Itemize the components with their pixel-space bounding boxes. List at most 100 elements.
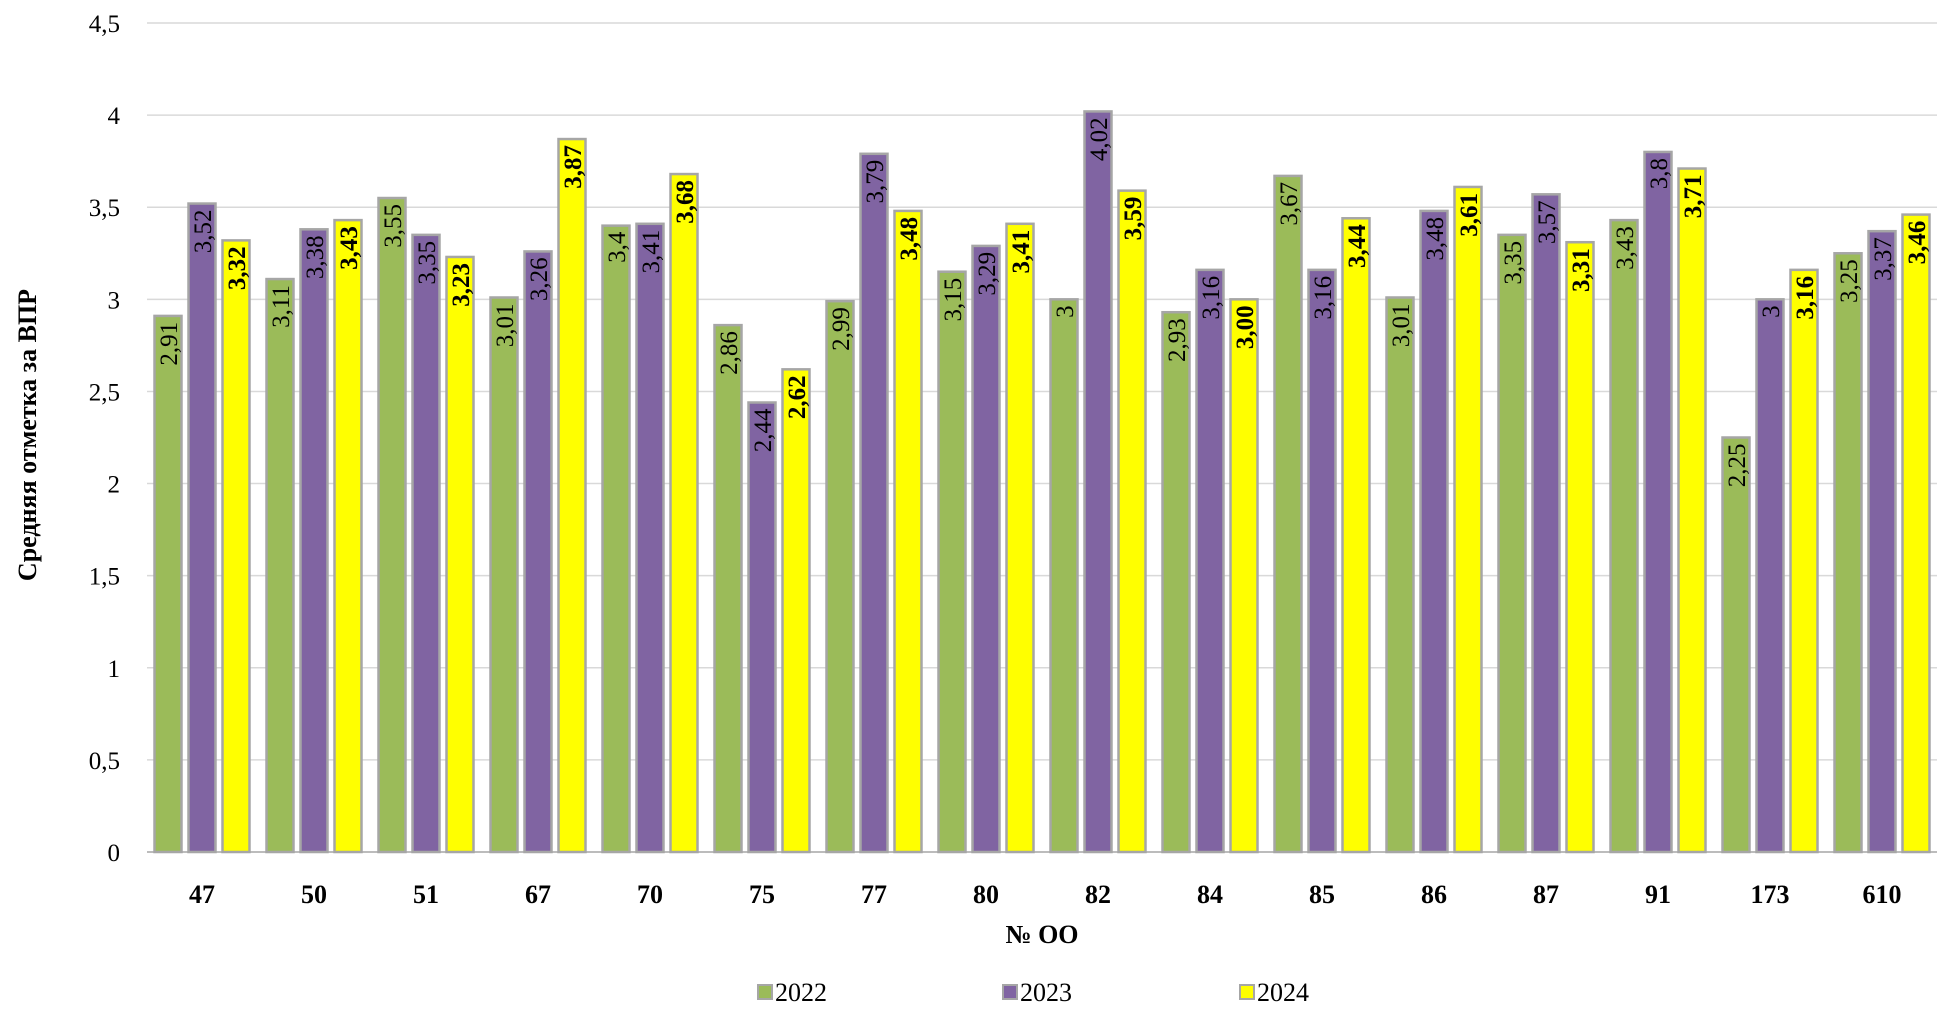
data-label-2024: 3,59: [1120, 197, 1147, 241]
bar-2023: [971, 244, 1001, 854]
data-label-2022: 2,25: [1724, 444, 1751, 488]
bar-2022: [1385, 296, 1415, 854]
x-tick-label: 86: [1421, 880, 1447, 909]
data-labels: 2,913,523,323,113,38 3,433,553,353,233,01…: [156, 117, 1931, 487]
x-tick-label: 91: [1645, 880, 1671, 909]
data-label-2024: 3,44: [1344, 224, 1371, 268]
bar-2022: [1049, 298, 1079, 854]
x-axis-categories: 47 50 51 67 70 75 77 80 82 84 85 86 87 91 173 610: [189, 880, 1902, 909]
data-label-2022: 2,93: [1164, 318, 1191, 362]
bar-2023: [1867, 229, 1897, 854]
x-tick-label: 87: [1533, 880, 1559, 909]
bar-2024: [669, 172, 699, 854]
bar-2022: [601, 224, 631, 854]
y-axis-title: Средняя отметка за ВПР: [13, 289, 42, 581]
data-label-2024: 2,62: [784, 375, 811, 419]
data-label-2022: 3,55: [380, 204, 407, 248]
data-label-2022: 3,11: [268, 285, 295, 328]
legend-label-2022: 2022: [775, 978, 827, 1007]
y-tick-label: 4: [108, 103, 121, 130]
data-label-2024: 3,46: [1904, 221, 1931, 265]
data-label-2022: 3,15: [940, 278, 967, 322]
data-label-2023: 3,35: [414, 241, 441, 285]
data-label-2023: 3,79: [862, 160, 889, 204]
data-label-2022: 3,01: [492, 303, 519, 347]
bar-2023: [1531, 193, 1561, 854]
data-label-2023: 3,29: [974, 252, 1001, 296]
data-label-2024: 3,23: [448, 263, 475, 307]
x-tick-label: 47: [189, 880, 215, 909]
data-label-2022: 3,4: [604, 231, 631, 263]
x-tick-label: 85: [1309, 880, 1335, 909]
data-label-2023: 3,37: [1870, 237, 1897, 281]
x-tick-label: 84: [1197, 880, 1223, 909]
data-label-2024: 3,41: [1008, 230, 1035, 274]
x-tick-label: 51: [413, 880, 439, 909]
x-tick-label: 82: [1085, 880, 1111, 909]
bar-2024: [221, 239, 251, 854]
data-label-2024: 3,87: [560, 145, 587, 189]
bar-2022: [1161, 310, 1191, 854]
data-label-2023: 3,57: [1534, 200, 1561, 244]
data-label-2023: 3,48: [1422, 217, 1449, 261]
legend-swatch-2022: [757, 984, 773, 1000]
bar-2023: [299, 228, 329, 854]
bar-2023: [747, 401, 777, 854]
bar-2024: [1341, 217, 1371, 854]
y-tick-label: 0,5: [89, 748, 120, 775]
bars: [153, 110, 1931, 854]
legend-label-2023: 2023: [1020, 978, 1072, 1007]
data-label-2022: 3,25: [1836, 259, 1863, 303]
y-axis-ticks: 0 0,5 1 1,5 2 2,5 3 3,5 4 4,5: [89, 11, 121, 867]
legend-label-2024: 2024: [1257, 978, 1309, 1007]
data-label-2022: 3,67: [1276, 182, 1303, 226]
legend-swatch-2023: [1002, 984, 1018, 1000]
y-tick-label: 2,5: [89, 379, 120, 406]
y-tick-label: 3,5: [89, 195, 120, 222]
data-label-2023: 3,16: [1310, 276, 1337, 320]
y-tick-label: 1,5: [89, 564, 120, 591]
data-label-2022: 2,99: [828, 307, 855, 351]
bar-2022: [377, 196, 407, 854]
bar-2023: [1195, 268, 1225, 854]
bar-2023: [1307, 268, 1337, 854]
bar-2024: [1901, 213, 1931, 854]
bar-2023: [1083, 110, 1113, 854]
bar-2024: [333, 218, 363, 854]
bar-2024: [893, 209, 923, 854]
bar-2023: [411, 233, 441, 854]
data-label-2022: 2,91: [156, 322, 183, 366]
data-label-2023: 3,26: [526, 257, 553, 301]
bar-2022: [1497, 233, 1527, 854]
bar-2024: [1005, 222, 1035, 854]
x-tick-label: 610: [1863, 880, 1902, 909]
data-label-2023: 3: [1758, 305, 1785, 318]
bar-2024: [1677, 167, 1707, 854]
bar-2023: [635, 222, 665, 854]
data-label-2022: 2,86: [716, 331, 743, 375]
data-label-2024: 3,48: [896, 217, 923, 261]
bar-2023: [1419, 209, 1449, 854]
x-tick-label: 80: [973, 880, 999, 909]
data-label-2022: 3,43: [1612, 226, 1639, 270]
x-tick-label: 50: [301, 880, 327, 909]
data-label-2024: 3,68: [672, 180, 699, 224]
data-label-2023: 4,02: [1086, 117, 1113, 161]
bar-2023: [1755, 298, 1785, 854]
bar-2023: [859, 152, 889, 854]
bar-2022: [937, 270, 967, 854]
data-label-2023: 3,52: [190, 210, 217, 254]
data-label-2023: 3,16: [1198, 276, 1225, 320]
legend-swatch-2024: [1239, 984, 1255, 1000]
data-label-2024: 3,71: [1680, 175, 1707, 219]
bar-2024: [557, 137, 587, 854]
bar-2024: [445, 255, 475, 854]
bar-2022: [825, 299, 855, 854]
data-label-2022: 3: [1052, 305, 1079, 318]
data-label-2022: 3,35: [1500, 241, 1527, 285]
data-label-2023: 3,8: [1646, 158, 1673, 189]
data-label-2024: 3,16: [1792, 276, 1819, 320]
data-label-2024: 3,32: [224, 246, 251, 290]
data-label-2022: 3,01: [1388, 303, 1415, 347]
